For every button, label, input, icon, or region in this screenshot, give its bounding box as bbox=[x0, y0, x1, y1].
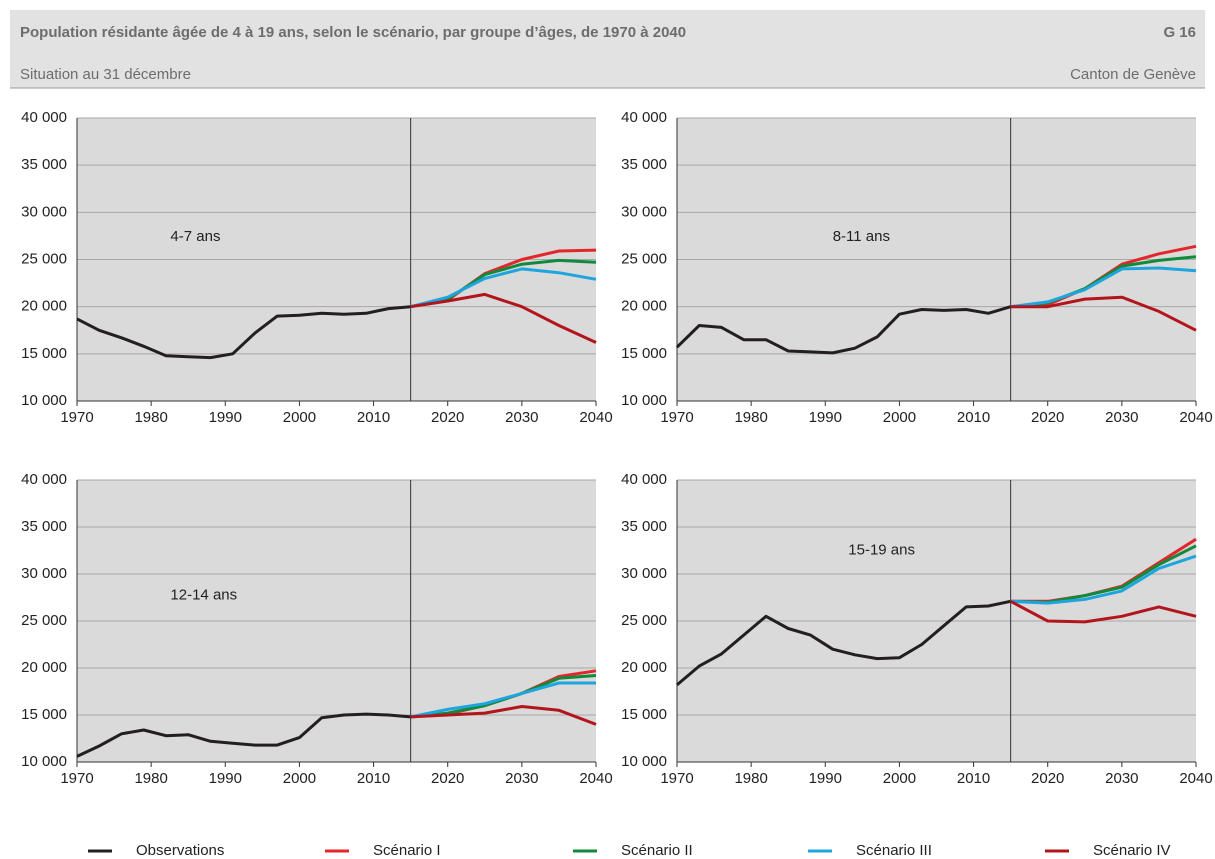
x-tick-label: 1990 bbox=[209, 770, 242, 787]
series-line bbox=[1009, 599, 1197, 624]
panel-title: 12-14 ans bbox=[170, 587, 237, 604]
x-tick-label: 2020 bbox=[1031, 409, 1064, 426]
x-tick-label: 2000 bbox=[883, 409, 916, 426]
series-line bbox=[410, 705, 597, 726]
y-tick-label: 30 000 bbox=[21, 565, 67, 582]
y-tick-label: 10 000 bbox=[621, 392, 667, 409]
y-tick-label: 20 000 bbox=[21, 298, 67, 315]
x-tick-label: 2040 bbox=[579, 409, 612, 426]
x-tick-label: 2040 bbox=[579, 770, 612, 787]
panel-title: 15-19 ans bbox=[848, 541, 915, 558]
y-tick-label: 40 000 bbox=[21, 109, 67, 126]
series-line bbox=[410, 681, 596, 719]
series-line bbox=[410, 292, 597, 344]
x-tick-label: 1970 bbox=[660, 409, 693, 426]
y-tick-label: 10 000 bbox=[21, 753, 67, 770]
series-line bbox=[676, 599, 1011, 687]
series-line bbox=[675, 305, 1012, 355]
y-tick-label: 15 000 bbox=[621, 706, 667, 723]
panel-title: 4-7 ans bbox=[170, 228, 220, 245]
x-tick-label: 1970 bbox=[60, 409, 93, 426]
series-line bbox=[410, 267, 597, 309]
x-tick-label: 1980 bbox=[134, 409, 167, 426]
series-line bbox=[1010, 554, 1197, 605]
x-tick-label: 2010 bbox=[957, 409, 990, 426]
series-line bbox=[76, 712, 411, 758]
header-title: Population résidante âgée de 4 à 19 ans,… bbox=[20, 24, 686, 41]
y-tick-label: 25 000 bbox=[21, 612, 67, 629]
y-tick-label: 20 000 bbox=[21, 659, 67, 676]
x-tick-label: 2000 bbox=[283, 409, 316, 426]
y-tick-label: 10 000 bbox=[21, 392, 67, 409]
legend-label: Observations bbox=[136, 842, 224, 859]
legend-label: Scénario II bbox=[621, 842, 693, 859]
x-tick-label: 2020 bbox=[431, 409, 464, 426]
x-tick-label: 2040 bbox=[1179, 409, 1212, 426]
x-tick-label: 2020 bbox=[1031, 770, 1064, 787]
x-tick-label: 1980 bbox=[734, 770, 767, 787]
x-tick-label: 2040 bbox=[1179, 770, 1212, 787]
x-tick-label: 2000 bbox=[883, 770, 916, 787]
header-band bbox=[10, 10, 1205, 88]
y-tick-label: 15 000 bbox=[621, 345, 667, 362]
y-tick-label: 35 000 bbox=[621, 156, 667, 173]
legend-label: Scénario III bbox=[856, 842, 932, 859]
y-tick-label: 35 000 bbox=[621, 518, 667, 535]
y-tick-label: 40 000 bbox=[21, 471, 67, 488]
legend-label: Scénario IV bbox=[1093, 842, 1171, 859]
y-tick-label: 20 000 bbox=[621, 659, 667, 676]
panel-title: 8-11 ans bbox=[833, 228, 890, 245]
y-tick-label: 20 000 bbox=[621, 298, 667, 315]
x-tick-label: 1990 bbox=[209, 409, 242, 426]
x-tick-label: 2000 bbox=[283, 770, 316, 787]
y-tick-label: 30 000 bbox=[621, 565, 667, 582]
x-tick-label: 2030 bbox=[505, 409, 538, 426]
y-tick-label: 15 000 bbox=[21, 706, 67, 723]
x-tick-label: 2010 bbox=[357, 409, 390, 426]
x-tick-label: 1980 bbox=[734, 409, 767, 426]
y-tick-label: 35 000 bbox=[21, 156, 67, 173]
y-tick-label: 40 000 bbox=[621, 471, 667, 488]
y-tick-label: 35 000 bbox=[21, 518, 67, 535]
series-line bbox=[1010, 295, 1197, 332]
x-tick-label: 2030 bbox=[1105, 770, 1138, 787]
header-region: Canton de Genève bbox=[1070, 66, 1196, 83]
y-tick-label: 15 000 bbox=[21, 345, 67, 362]
x-tick-label: 1970 bbox=[60, 770, 93, 787]
series-line bbox=[1010, 266, 1197, 309]
y-tick-label: 30 000 bbox=[21, 203, 67, 220]
y-tick-label: 10 000 bbox=[621, 753, 667, 770]
x-tick-label: 1970 bbox=[660, 770, 693, 787]
y-tick-label: 25 000 bbox=[621, 250, 667, 267]
header-code: G 16 bbox=[1163, 24, 1196, 41]
series-line bbox=[410, 258, 597, 309]
x-tick-label: 2010 bbox=[357, 770, 390, 787]
header-subtitle: Situation au 31 décembre bbox=[20, 66, 191, 83]
legend-label: Scénario I bbox=[373, 842, 441, 859]
x-tick-label: 2010 bbox=[957, 770, 990, 787]
x-tick-label: 2030 bbox=[505, 770, 538, 787]
x-tick-label: 1990 bbox=[809, 770, 842, 787]
y-tick-label: 40 000 bbox=[621, 109, 667, 126]
y-tick-label: 30 000 bbox=[621, 203, 667, 220]
y-tick-label: 25 000 bbox=[621, 612, 667, 629]
y-tick-label: 25 000 bbox=[21, 250, 67, 267]
series-line bbox=[76, 305, 411, 360]
x-tick-label: 1990 bbox=[809, 409, 842, 426]
x-tick-label: 2030 bbox=[1105, 409, 1138, 426]
x-tick-label: 1980 bbox=[134, 770, 167, 787]
x-tick-label: 2020 bbox=[431, 770, 464, 787]
